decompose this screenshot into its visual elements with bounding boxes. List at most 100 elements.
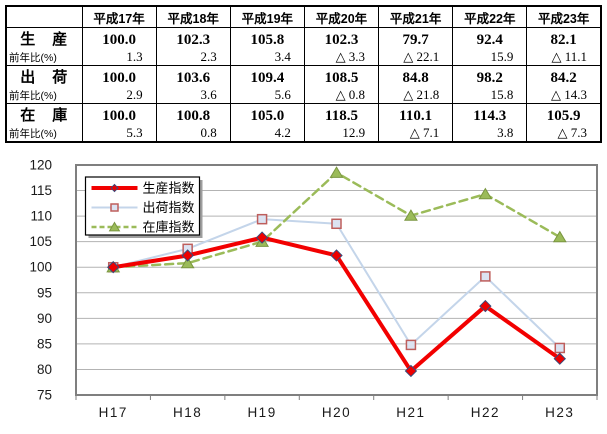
yoy-value-cell: 5.6	[229, 87, 305, 104]
index-value-cell: 110.1	[378, 103, 454, 125]
yoy-value-cell: △ 7.3	[526, 125, 602, 143]
index-value-cell: 100.0	[81, 103, 157, 125]
yoy-value-cell: 3.6	[155, 87, 231, 104]
yoy-value-cell: △ 3.3	[303, 49, 380, 66]
yoy-label: 前年比(%)	[5, 87, 83, 104]
x-axis-tick-label: H20	[322, 405, 351, 420]
index-value-row: 生 産 100.0 102.3 105.8 102.3 79.7 92.4 82.1	[5, 27, 602, 49]
data-point-marker	[552, 230, 567, 243]
data-point-marker	[331, 218, 342, 230]
x-axis-tick-label: H21	[396, 405, 425, 420]
index-value-cell: 92.4	[452, 27, 528, 49]
year-header-cell: 平成20年	[303, 5, 380, 28]
year-header-row: 平成17年 平成18年 平成19年 平成20年 平成21年 平成22年 平成23年	[5, 5, 602, 28]
yoy-row: 前年比(%) 2.9 3.6 5.6 △ 0.8 △ 21.8 15.8 △ 14.3	[5, 87, 602, 104]
data-point-marker	[404, 364, 418, 378]
x-axis-tick-label: H18	[173, 405, 202, 420]
legend-label: 生産指数	[143, 181, 195, 196]
index-value-cell: 82.1	[526, 27, 602, 49]
data-point-marker	[110, 203, 119, 212]
year-header-cell: 平成22年	[452, 5, 528, 28]
yoy-value-cell: 2.3	[155, 49, 231, 66]
index-value-cell: 100.0	[81, 27, 157, 49]
data-point-marker	[329, 166, 344, 178]
category-label: 生 産	[5, 27, 83, 49]
yoy-row: 前年比(%) 1.3 2.3 3.4 △ 3.3 △ 22.1 15.9 △ 11.1	[5, 49, 602, 66]
index-value-row: 在 庫 100.0 100.8 105.0 118.5 110.1 114.3 105.9	[5, 103, 602, 125]
index-value-cell: 102.3	[155, 27, 231, 49]
index-value-cell: 105.8	[229, 27, 305, 49]
data-point-marker	[403, 209, 418, 221]
index-value-cell: 79.7	[378, 27, 454, 49]
y-axis-tick-label: 100	[29, 260, 52, 275]
data-point-marker	[405, 339, 417, 351]
y-axis-tick-label: 90	[37, 311, 52, 326]
yoy-value-cell: △ 22.1	[378, 49, 454, 66]
year-header-cell: 平成23年	[526, 5, 602, 28]
year-header-cell: 平成19年	[229, 5, 305, 28]
yoy-value-cell: △ 14.3	[526, 87, 602, 104]
data-point-marker	[110, 183, 119, 193]
index-value-cell: 100.0	[81, 65, 157, 87]
index-value-cell: 84.8	[378, 65, 454, 87]
yoy-value-cell: 15.9	[452, 49, 528, 66]
corner-cell	[5, 5, 83, 28]
data-point-marker	[480, 271, 491, 282]
yoy-value-cell: 3.4	[229, 49, 305, 66]
x-axis-tick-label: H17	[99, 405, 128, 420]
data-point-marker	[554, 342, 566, 354]
index-line-chart: 75 80 85 90 95 100 105 110 115 120 H17 H18 H19 H20 H21…	[29, 158, 598, 420]
year-header-cell: 平成18年	[155, 5, 231, 28]
index-value-cell: 98.2	[452, 65, 528, 87]
data-point-marker	[181, 249, 194, 262]
index-value-row: 出 荷 100.0 103.6 109.4 108.5 84.8 98.2 84.2	[5, 65, 602, 87]
y-axis-tick-label: 110	[30, 209, 52, 224]
yoy-value-cell: △ 11.1	[526, 49, 602, 66]
y-axis-tick-label: 120	[29, 158, 52, 173]
year-header-cell: 平成21年	[378, 5, 454, 28]
yoy-value-cell: △ 0.8	[303, 87, 380, 104]
yoy-value-cell: 0.8	[155, 125, 231, 143]
x-axis-tick-label: H22	[471, 405, 500, 420]
data-point-marker	[180, 256, 195, 269]
index-value-cell: 105.9	[526, 103, 602, 125]
data-point-marker	[479, 299, 492, 313]
y-axis-tick-label: 75	[37, 388, 52, 403]
index-value-cell: 109.4	[229, 65, 305, 87]
data-point-marker	[330, 249, 343, 262]
y-axis-tick-label: 115	[30, 183, 52, 198]
legend-label: 出荷指数	[143, 200, 195, 215]
y-axis-tick-label: 85	[37, 336, 52, 351]
x-axis-tick-label: H23	[545, 405, 574, 420]
yoy-value-cell: 4.2	[229, 125, 305, 143]
index-value-cell: 114.3	[452, 103, 528, 125]
plot-border	[75, 164, 598, 396]
index-value-cell: 100.8	[155, 103, 231, 125]
table-header: 平成17年 平成18年 平成19年 平成20年 平成21年 平成22年 平成23年	[5, 5, 602, 28]
x-axis-tick-label: H19	[247, 405, 276, 420]
y-axis-tick-label: 95	[37, 285, 52, 300]
data-point-marker	[108, 221, 121, 232]
yoy-value-cell: △ 7.1	[378, 125, 454, 143]
category-label: 出 荷	[5, 65, 83, 87]
yoy-value-cell: 1.3	[81, 49, 157, 66]
index-value-cell: 105.0	[229, 103, 305, 125]
y-axis-tick-label: 105	[29, 234, 52, 249]
chart-area: 75 80 85 90 95 100 105 110 115 120 H17 H18 H19 H20 H21…	[0, 150, 607, 429]
index-value-cell: 118.5	[303, 103, 380, 125]
data-point-marker	[553, 352, 566, 365]
series-line-出荷指数	[112, 218, 561, 349]
data-point-marker	[256, 213, 268, 225]
index-value-cell: 108.5	[303, 65, 380, 87]
data-point-marker	[478, 187, 493, 200]
y-axis-tick-label: 80	[37, 362, 52, 377]
yoy-row: 前年比(%) 5.3 0.8 4.2 12.9 △ 7.1 3.8 △ 7.3	[5, 125, 602, 143]
index-value-cell: 103.6	[155, 65, 231, 87]
yoy-label: 前年比(%)	[5, 125, 83, 143]
category-label: 在 庫	[5, 103, 83, 125]
yoy-value-cell: 15.8	[452, 87, 528, 104]
table-body: 生 産 100.0 102.3 105.8 102.3 79.7 92.4 82.1 前年比(%…	[5, 27, 602, 143]
index-value-cell: 102.3	[303, 27, 380, 49]
yoy-value-cell: 2.9	[81, 87, 157, 104]
